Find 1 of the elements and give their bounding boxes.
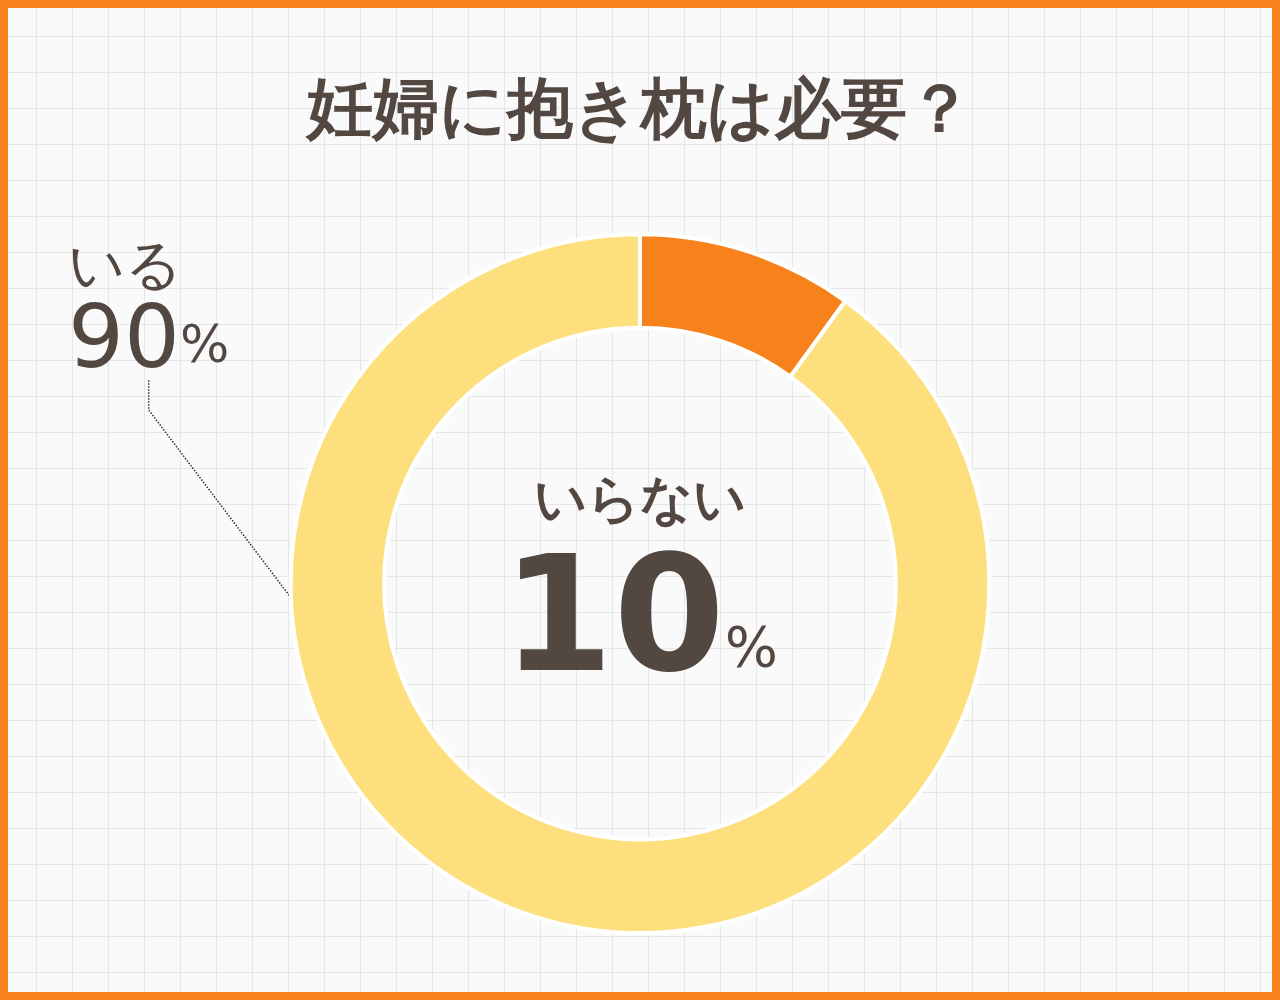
chart-title: 妊婦に抱き枕は必要？ [305, 69, 973, 147]
